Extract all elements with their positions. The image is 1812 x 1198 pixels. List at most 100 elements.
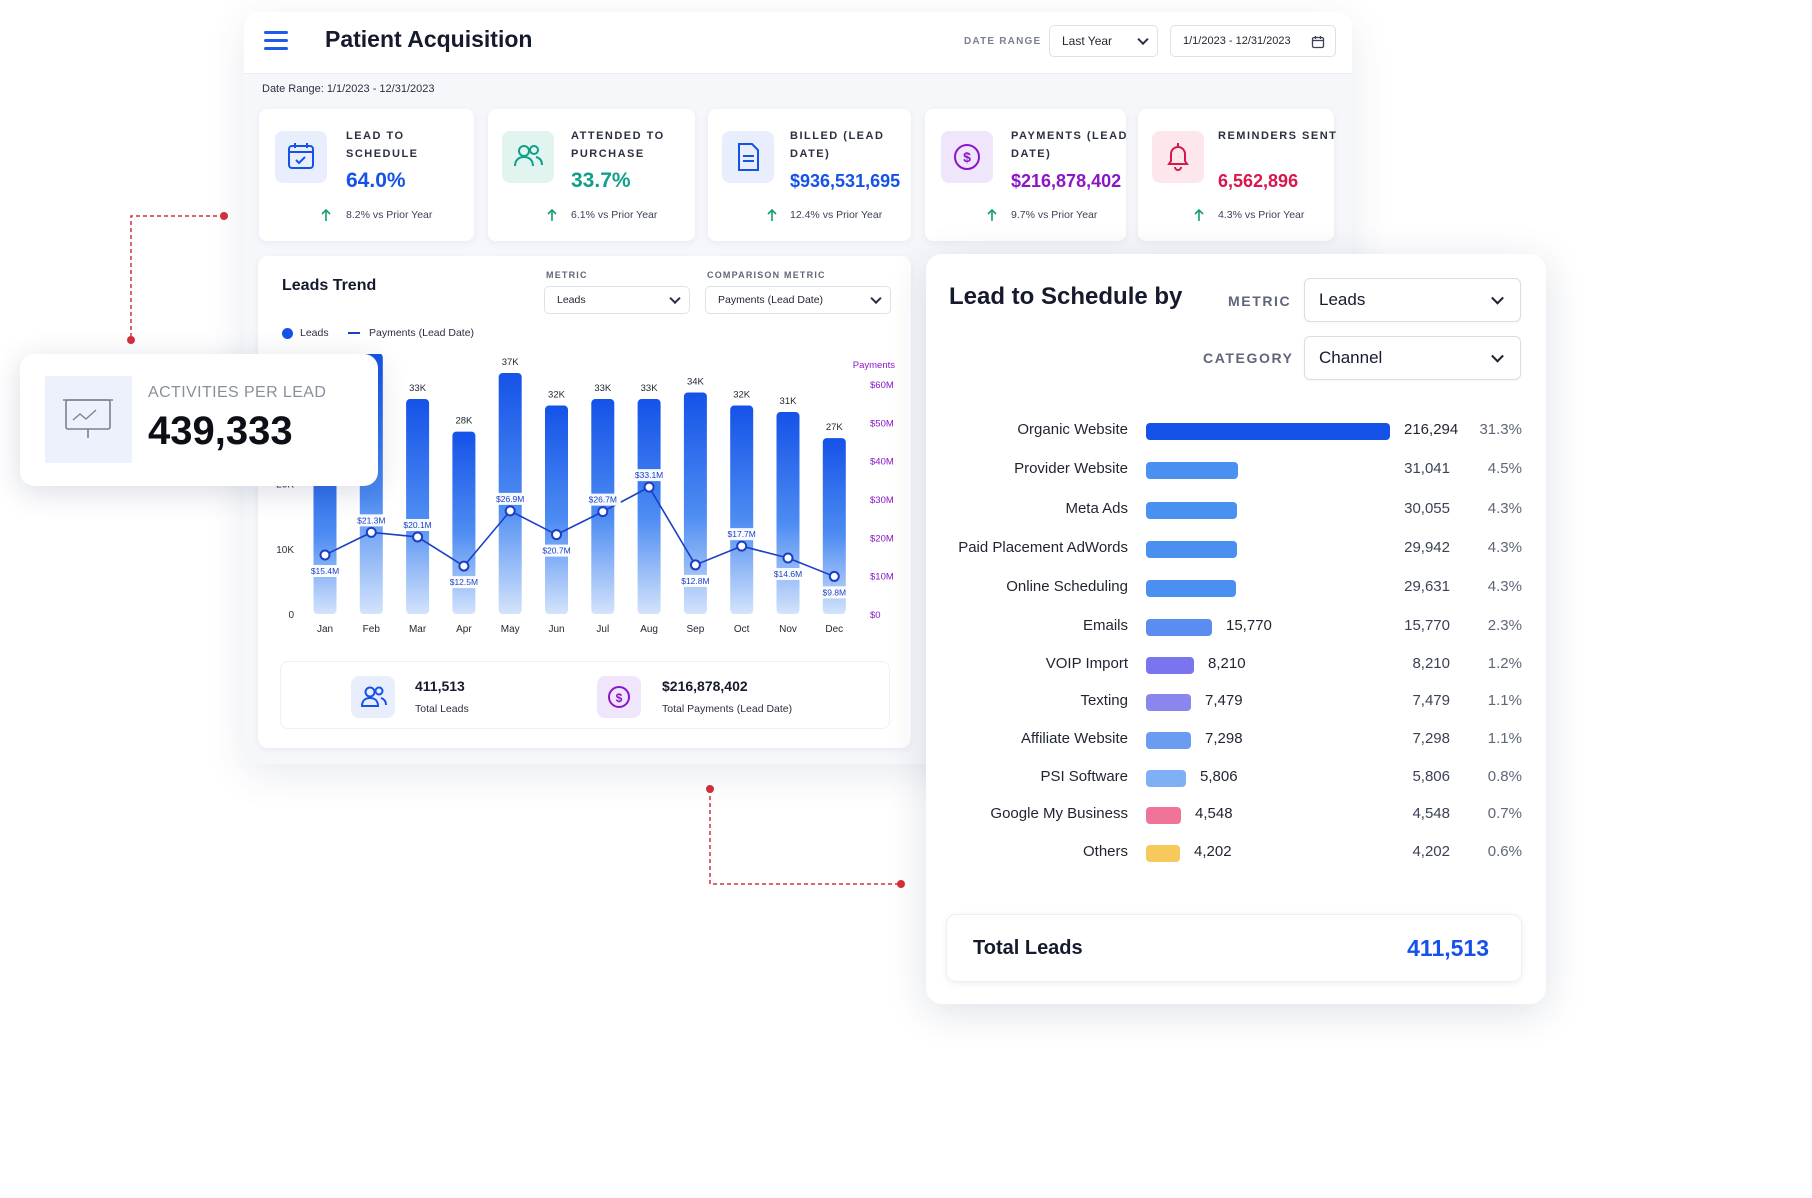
activities-per-lead-card: ACTIVITIES PER LEAD 439,333 — [20, 354, 378, 486]
chevron-down-icon — [870, 292, 882, 305]
channel-bar — [1146, 423, 1390, 440]
y-axis-right-tick: $40M — [870, 457, 894, 468]
channel-row[interactable]: Organic Website 216,294 31.3% — [926, 415, 1546, 445]
total-leads-value: 411,513 — [415, 678, 465, 694]
channel-count: 8,210 — [1412, 655, 1450, 672]
payments-point-label: $21.3M — [357, 515, 385, 525]
legend-leads-label: Leads — [300, 327, 329, 339]
chevron-down-icon — [1491, 349, 1504, 363]
payments-point-label: $26.7M — [589, 495, 617, 505]
metric-select[interactable]: Leads — [544, 286, 690, 314]
y-axis-right-tick: $60M — [870, 380, 894, 391]
leads-bar — [822, 438, 846, 614]
payments-label-bg — [538, 544, 575, 557]
arrow-up-icon — [321, 208, 331, 221]
channel-row[interactable]: PSI Software 5,806 5,806 0.8% — [926, 762, 1546, 792]
kpi-lead-to-schedule[interactable]: LEAD TO SCHEDULE 64.0% 8.2% vs Prior Yea… — [259, 109, 474, 241]
category-select[interactable]: Channel — [1304, 336, 1521, 380]
channel-count: 7,479 — [1412, 692, 1450, 709]
payments-point-label: $12.5M — [450, 577, 478, 587]
payments-point — [828, 570, 840, 582]
leads-bar-label: 28K — [455, 416, 473, 427]
svg-text:$: $ — [963, 149, 971, 165]
kpi-value: 33.7% — [571, 169, 631, 192]
channel-row[interactable]: Affiliate Website 7,298 7,298 1.1% — [926, 724, 1546, 754]
x-axis-category-label: Jan — [317, 624, 333, 635]
channel-bar-value: 4,548 — [1195, 805, 1233, 822]
channel-percent: 0.7% — [1487, 805, 1522, 822]
kpi-reminders[interactable]: REMINDERS SENT 6,562,896 4.3% vs Prior Y… — [1138, 109, 1336, 241]
kpi-payments[interactable]: $ PAYMENTS (LEAD DATE) $216,878,402 9.7%… — [925, 109, 1126, 241]
channel-name: Google My Business — [990, 805, 1128, 822]
channel-bar — [1146, 619, 1212, 636]
y-axis-right-tick: $30M — [870, 495, 894, 506]
payments-label-bg — [631, 469, 668, 482]
leads-bar — [730, 405, 754, 614]
channel-name: Online Scheduling — [1006, 578, 1128, 595]
channel-percent: 0.8% — [1487, 768, 1522, 785]
calendar-icon — [275, 131, 327, 183]
channel-name: Others — [1082, 843, 1128, 860]
channel-row[interactable]: VOIP Import 8,210 8,210 1.2% — [926, 649, 1546, 679]
channel-row[interactable]: Meta Ads 30,055 4.3% — [926, 494, 1546, 524]
metric-select[interactable]: Leads — [1304, 278, 1521, 322]
channel-percent: 4.3% — [1487, 500, 1522, 517]
leads-bar-label: 27K — [826, 422, 844, 433]
x-axis-category-label: Jun — [548, 624, 564, 635]
leads-bar-label: 33K — [409, 383, 427, 394]
channel-row[interactable]: Google My Business 4,548 4,548 0.7% — [926, 799, 1546, 829]
payments-label-bg — [445, 576, 482, 589]
users-icon — [351, 676, 395, 718]
chevron-down-icon — [669, 292, 681, 305]
activities-label: ACTIVITIES PER LEAD — [148, 384, 327, 401]
payments-point — [782, 552, 794, 564]
x-axis-category-label: Nov — [779, 624, 797, 635]
leads-bar-label: 32K — [548, 390, 566, 401]
channel-count: 5,806 — [1412, 768, 1450, 785]
leads-bar-label: 32K — [733, 390, 751, 401]
channel-bar — [1146, 541, 1237, 558]
kpi-billed[interactable]: BILLED (LEAD DATE) $936,531,695 12.4% vs… — [708, 109, 911, 241]
payments-point — [643, 481, 655, 493]
channel-row[interactable]: Paid Placement AdWords 29,942 4.3% — [926, 533, 1546, 563]
channel-name: PSI Software — [1040, 768, 1128, 785]
payments-point-label: $12.8M — [681, 576, 709, 586]
channel-percent: 31.3% — [1479, 421, 1522, 438]
channel-bar-value: 7,479 — [1205, 692, 1243, 709]
total-payments-label: Total Payments (Lead Date) — [662, 703, 793, 715]
x-axis-category-label: Jul — [596, 624, 609, 635]
kpi-value: 6,562,896 — [1218, 171, 1299, 191]
payments-point — [597, 506, 609, 518]
channel-bar-value: 7,298 — [1205, 730, 1243, 747]
payments-label-bg — [677, 574, 714, 587]
chevron-down-icon — [1137, 33, 1149, 46]
y-axis-right-tick: $0 — [870, 610, 881, 621]
dollar-icon: $ — [597, 676, 641, 718]
channel-bar — [1146, 580, 1236, 597]
channel-row[interactable]: Texting 7,479 7,479 1.1% — [926, 686, 1546, 716]
menu-icon[interactable] — [264, 31, 290, 51]
comparison-metric-select[interactable]: Payments (Lead Date) — [705, 286, 891, 314]
channel-name: VOIP Import — [1045, 655, 1128, 672]
channel-row[interactable]: Provider Website 31,041 4.5% — [926, 454, 1546, 484]
date-range-select[interactable]: Last Year — [1049, 25, 1158, 57]
metric-label: METRIC — [1228, 293, 1292, 309]
leads-bar — [637, 399, 661, 614]
dashboard-panel: Patient Acquisition DATE RANGE Last Year… — [244, 12, 1352, 764]
channel-row[interactable]: Others 4,202 4,202 0.6% — [926, 837, 1546, 867]
channel-row[interactable]: Online Scheduling 29,631 4.3% — [926, 572, 1546, 602]
payments-point-label: $20.1M — [403, 520, 431, 530]
leads-bar-label: 37K — [502, 357, 520, 368]
leads-bar-label: 33K — [641, 383, 659, 394]
payments-point — [458, 560, 470, 572]
bell-icon — [1152, 131, 1204, 183]
kpi-value: 64.0% — [346, 169, 406, 192]
channel-name: Texting — [1080, 692, 1128, 709]
total-payments-value: $216,878,402 — [662, 678, 748, 694]
kpi-label: REMINDERS SENT — [1218, 130, 1338, 142]
channel-row[interactable]: Emails 15,770 15,770 2.3% — [926, 611, 1546, 641]
trend-summary: 411,513 Total Leads $ $216,878,402 Total… — [280, 661, 890, 729]
date-range-picker[interactable]: 1/1/2023 - 12/31/2023 — [1170, 25, 1336, 57]
kpi-attended-to-purchase[interactable]: ATTENDED TO PURCHASE 33.7% 6.1% vs Prior… — [488, 109, 695, 241]
arrow-up-icon — [987, 208, 997, 221]
